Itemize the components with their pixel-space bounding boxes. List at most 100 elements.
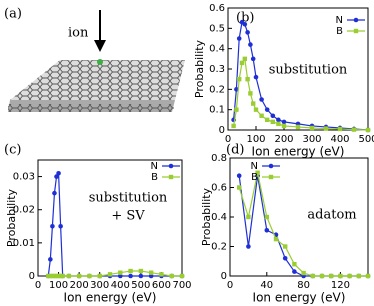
x-tick-label: 200 [70,280,89,291]
point [148,270,154,275]
point [347,273,352,279]
annotation: substitution [269,63,348,78]
x-tick-label: 300 [90,280,109,291]
point [253,107,259,112]
y-tick-label: 0.6 [209,3,225,14]
point [250,56,256,62]
point [231,123,236,129]
x-tick-label: 0 [227,280,233,291]
panel-label: (a) [4,7,22,22]
point [292,262,297,267]
y-tick-label: 0 [221,271,227,282]
annotation: substitution [89,191,168,206]
point [337,126,343,132]
ion-label: ion [68,26,89,41]
x-tick-label: 100 [246,134,265,145]
point [365,273,371,279]
point [76,273,82,279]
legend-label: N [151,161,158,172]
point [66,273,72,279]
y-tick-label: 0.8 [211,153,227,164]
point [118,270,123,275]
point [323,126,329,131]
point [246,244,251,249]
annotation: adatom [307,208,356,223]
x-tick-label: 300 [302,134,321,145]
series-line [238,172,368,277]
point [253,74,259,80]
series-line [238,175,368,277]
x-tick-label: 80 [297,280,310,291]
point [270,119,275,125]
point [246,214,251,220]
point [255,170,260,175]
point [251,101,256,106]
point [338,273,343,279]
point [295,124,301,130]
point [52,190,57,196]
point [283,244,288,249]
y-tick-label: 0.4 [209,44,225,55]
x-tick-label: 500 [131,280,150,291]
point [264,227,270,233]
point [356,273,361,279]
point [237,185,242,190]
point [87,273,92,279]
point [248,91,253,96]
point [242,56,247,62]
point [264,107,270,112]
point [281,119,287,125]
x-axis-title: Ion energy (eV) [253,291,346,305]
point [97,273,102,279]
point [60,273,65,279]
point [245,76,250,82]
y-tick-label: 0 [219,125,225,136]
y-tick-label: 0.1 [209,105,225,116]
point [309,125,315,131]
point [276,117,281,123]
x-axis-title: Ion energy (eV) [252,145,345,159]
point [169,273,174,279]
point [265,117,270,123]
x-tick-label: 0 [35,280,41,291]
point [56,170,61,176]
ion [97,59,103,65]
point [259,113,264,118]
point [179,273,185,279]
legend-marker [268,163,274,169]
y-axis-title: Probability [5,188,18,247]
point [273,236,279,242]
point [319,273,325,279]
point [292,269,297,274]
y-tick-label: 0.03 [13,172,35,183]
point [138,273,144,279]
series-line [47,171,182,277]
point [107,272,113,277]
legend-marker [168,174,174,180]
x-tick-label: 120 [331,280,350,291]
legend-marker [168,163,174,169]
point [236,36,242,41]
point [128,268,133,274]
point [329,273,334,279]
point [282,255,288,261]
x-axis-title: Ion energy (eV) [64,291,157,305]
point [48,257,53,262]
point [128,273,133,279]
point [237,76,242,82]
y-axis-title: Probability [200,187,213,246]
point [276,121,281,127]
legend-label: N [336,15,343,26]
point [54,174,59,179]
point [242,21,248,27]
x-tick-label: 700 [172,280,191,291]
y-tick-label: 0.02 [13,205,35,216]
point [310,273,315,279]
x-tick-label: 200 [274,134,293,145]
point [365,127,371,133]
point [50,223,55,229]
point [281,123,287,129]
y-tick-label: 0.3 [209,64,225,75]
point [245,30,250,35]
